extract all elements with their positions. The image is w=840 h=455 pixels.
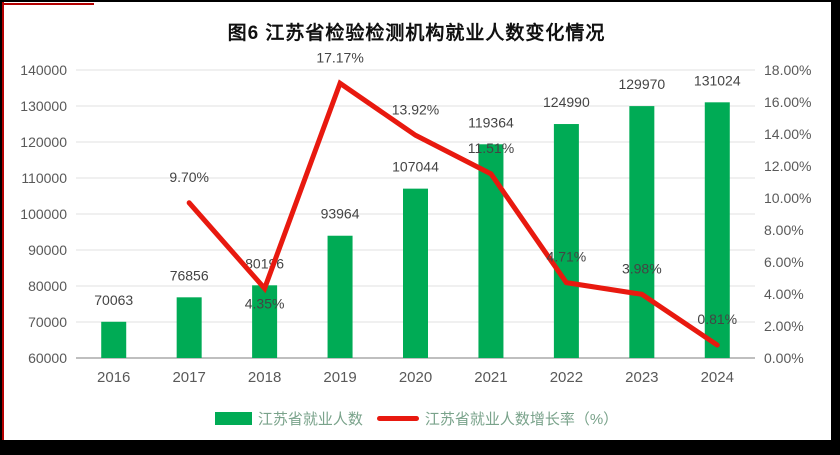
right-axis-tick: 4.00% xyxy=(764,286,804,302)
bar-label-2023: 129970 xyxy=(618,76,665,92)
x-label-2024: 2024 xyxy=(701,369,734,386)
left-axis-tick: 60000 xyxy=(28,350,67,366)
left-axis-tick: 90000 xyxy=(28,242,67,258)
left-axis-tick: 80000 xyxy=(28,278,67,294)
left-axis-tick: 100000 xyxy=(20,206,67,222)
chart-title: 图6 江苏省检验检测机构就业人数变化情况 xyxy=(227,23,606,44)
x-label-2022: 2022 xyxy=(550,369,583,386)
growth-line xyxy=(186,79,720,348)
legend: 江苏省就业人数 江苏省就业人数增长率（%） xyxy=(2,405,831,431)
bar-2023 xyxy=(629,106,655,358)
right-axis-tick: 18.00% xyxy=(764,62,811,78)
crop-border-top xyxy=(2,3,94,5)
line-label-2021: 11.51% xyxy=(468,140,514,156)
x-label-2023: 2023 xyxy=(625,369,658,386)
line-label-2020: 13.92% xyxy=(392,101,439,117)
bar-label-2021: 119364 xyxy=(468,114,514,130)
x-label-2017: 2017 xyxy=(172,369,205,386)
left-axis-tick: 120000 xyxy=(20,134,67,150)
left-axis-tick: 70000 xyxy=(28,314,67,330)
right-axis-tick: 6.00% xyxy=(764,254,804,270)
legend-line-label: 江苏省就业人数增长率（%） xyxy=(424,410,619,428)
right-axis-tick: 12.00% xyxy=(764,158,811,174)
bar-label-2016: 70063 xyxy=(94,292,133,308)
bar-label-2017: 76856 xyxy=(170,267,209,283)
legend-bar-label: 江苏省就业人数 xyxy=(257,410,363,428)
legend-line-swatch xyxy=(376,415,419,421)
line-label-2022: 4.71% xyxy=(547,249,587,265)
bar-2020 xyxy=(403,188,428,358)
line-label-2017: 9.70% xyxy=(169,169,209,185)
bar-2019 xyxy=(327,235,353,358)
line-label-2024: 0.81% xyxy=(697,311,737,327)
line-label-2019: 17.17% xyxy=(316,49,363,65)
bar-2024 xyxy=(704,102,730,358)
bar-2021 xyxy=(478,144,504,358)
legend-bar-swatch xyxy=(214,411,252,425)
bar-2016 xyxy=(101,321,127,358)
bar-2022 xyxy=(553,124,579,358)
bar-label-2022: 124990 xyxy=(543,94,590,110)
bar-label-2024: 131024 xyxy=(694,72,741,88)
right-axis-tick: 16.00% xyxy=(764,94,811,110)
line-label-2023: 3.98% xyxy=(622,260,662,276)
bar-2017 xyxy=(176,297,202,358)
x-label-2020: 2020 xyxy=(399,369,432,386)
bar-2018 xyxy=(252,285,278,358)
x-label-2019: 2019 xyxy=(323,369,356,386)
line-label-2018: 4.35% xyxy=(245,295,285,311)
bar-label-2020: 107044 xyxy=(392,159,439,175)
right-axis-tick: 14.00% xyxy=(764,126,811,142)
bar-label-2019: 93964 xyxy=(321,206,360,222)
left-axis-tick: 140000 xyxy=(20,62,67,78)
right-axis-tick: 0.00% xyxy=(764,350,804,366)
right-axis-tick: 2.00% xyxy=(764,318,804,334)
x-label-2016: 2016 xyxy=(97,369,130,386)
x-label-2018: 2018 xyxy=(248,369,281,386)
right-axis-tick: 8.00% xyxy=(764,222,804,238)
right-axis-tick: 10.00% xyxy=(764,190,811,206)
left-axis-tick: 110000 xyxy=(21,170,67,186)
left-axis-tick: 130000 xyxy=(20,98,67,114)
crop-border-left xyxy=(2,2,4,440)
x-label-2021: 2021 xyxy=(474,369,507,386)
